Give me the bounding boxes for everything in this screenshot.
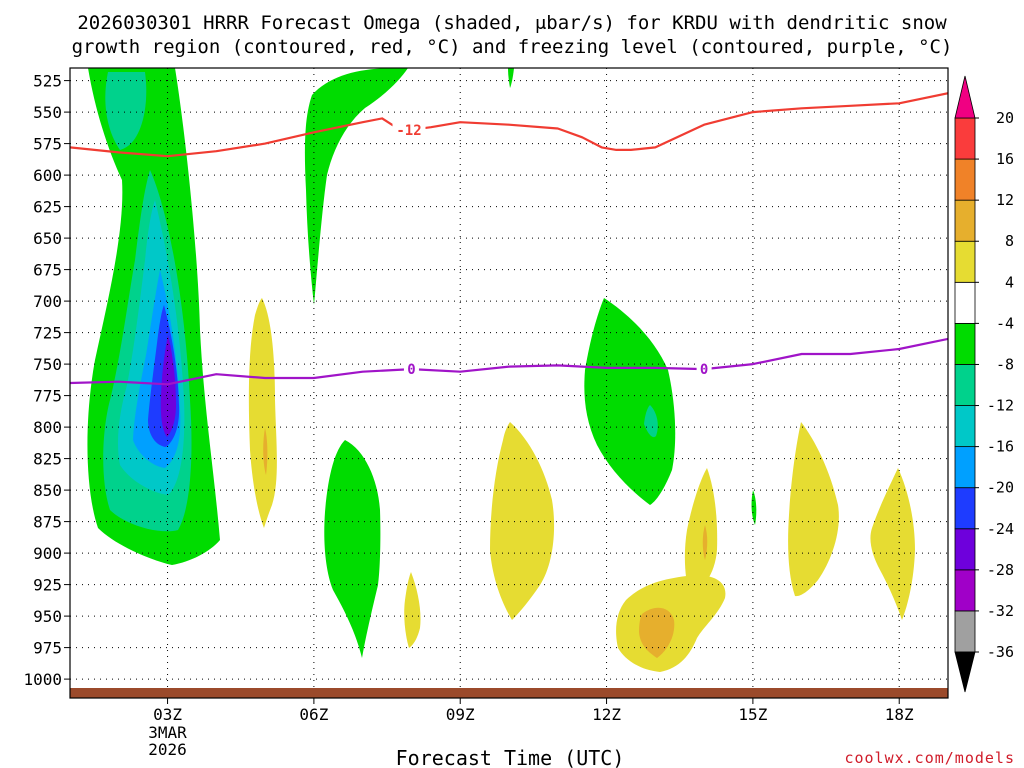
dendritic-growth-contour — [70, 92, 948, 158]
omega-ascent-region-upper-03z — [105, 72, 147, 150]
colorbar-tick-label: -16 — [987, 438, 1014, 456]
omega-subsidence-region-14z-upper — [684, 468, 718, 597]
colorbar-tick-label: 8 — [1005, 232, 1014, 250]
colorbar-tick-label: -36 — [987, 643, 1014, 661]
colorbar-under-arrow — [954, 651, 976, 693]
colorbar-swatch — [954, 405, 976, 448]
dendritic-growth-contour-label: -12 — [396, 123, 421, 139]
y-tick-label: 775 — [33, 387, 62, 406]
omega-subsidence-core-05z — [263, 428, 268, 475]
x-tick-label: 06Z — [299, 705, 328, 724]
x-tick-label: 12Z — [592, 705, 621, 724]
colorbar-swatch — [954, 569, 976, 612]
y-tick-label: 675 — [33, 261, 62, 280]
omega-subsidence-region-16z — [788, 422, 839, 597]
omega-shading — [87, 68, 915, 672]
y-tick-label: 600 — [33, 166, 62, 185]
plot-frame — [69, 67, 949, 699]
freezing-level-contour — [70, 337, 948, 386]
colorbar-tick-label: -32 — [987, 602, 1014, 620]
colorbar-swatch — [954, 117, 976, 160]
x-tick-label: 15Z — [738, 705, 767, 724]
omega-ascent-region-12z — [584, 298, 676, 505]
omega-subsidence-region-10z — [490, 422, 555, 620]
y-tick-label: 650 — [33, 229, 62, 248]
x-axis-label: Forecast Time (UTC) — [396, 746, 625, 768]
colorbar-tick-label: 12 — [996, 191, 1014, 209]
contour-label-background — [696, 361, 712, 378]
colorbar-tick-label: 4 — [1005, 273, 1014, 291]
colorbar-tick-label: -4 — [996, 314, 1014, 332]
x-tick-label: 03Z — [153, 705, 182, 724]
title-line-1: 2026030301 HRRR Forecast Omega (shaded, … — [77, 12, 947, 34]
omega-subsidence-region-05z — [248, 298, 277, 528]
x-date-label: 3MAR — [148, 723, 187, 742]
colorbar-swatch — [954, 281, 976, 324]
colorbar-tick-label: 16 — [996, 150, 1014, 168]
y-tick-label: 550 — [33, 103, 62, 122]
colorbar-tick-label: -28 — [987, 561, 1014, 579]
y-tick-label: 750 — [33, 355, 62, 374]
y-tick-label: 875 — [33, 513, 62, 532]
omega-subsidence-core-13z — [639, 607, 675, 658]
omega-ascent-region-07z — [324, 440, 381, 658]
x-tick-label: 09Z — [446, 705, 475, 724]
colorbar-swatch — [954, 446, 976, 489]
watermark: coolwx.com/models — [844, 749, 1015, 767]
colorbar-swatch — [954, 610, 976, 653]
colorbar-swatch — [954, 364, 976, 406]
omega-ascent-sliver-10z — [508, 68, 514, 88]
contour-lines: -12 0 0 — [70, 92, 948, 386]
contour-label-background — [403, 361, 419, 378]
title-line-2: growth region (contoured, red, °C) and f… — [72, 36, 953, 58]
colorbar-swatch — [954, 322, 976, 365]
y-tick-label: 825 — [33, 450, 62, 469]
contour-label-background — [392, 122, 426, 139]
omega-subsidence-region-08z — [404, 572, 421, 648]
omega-subsidence-core-14z — [702, 525, 708, 560]
colorbar-tick-label: 20 — [996, 109, 1014, 127]
omega-ascent-region-06z — [304, 68, 408, 305]
gridlines — [70, 68, 948, 698]
omega-subsidence-region-18z — [870, 468, 915, 620]
colorbar-tick-label: -24 — [987, 520, 1014, 538]
y-tick-label: 900 — [33, 544, 62, 563]
freezing-level-contour-label: 0 — [407, 362, 415, 378]
y-tick-label: 925 — [33, 576, 62, 595]
y-tick-label: 800 — [33, 418, 62, 437]
y-tick-label: 1000 — [23, 670, 62, 689]
y-tick-label: 975 — [33, 639, 62, 658]
colorbar-tick-label: -8 — [996, 355, 1014, 373]
freezing-level-contour-label: 0 — [700, 362, 708, 378]
y-axis: 525 550 575 600 625 650 675 700 725 750 775 800 825 8… — [23, 72, 70, 689]
y-tick-label: 700 — [33, 292, 62, 311]
y-tick-label: 575 — [33, 135, 62, 154]
y-tick-label: 725 — [33, 324, 62, 343]
ground-terrain — [70, 688, 948, 698]
y-tick-label: 625 — [33, 198, 62, 217]
colorbar-tick-label: -12 — [987, 397, 1014, 415]
omega-ascent-region-12z-teal — [644, 405, 658, 438]
plot-area: -12 0 0 — [69, 67, 949, 699]
colorbar-swatch — [954, 240, 976, 283]
y-tick-label: 850 — [33, 481, 62, 500]
colorbar-over-arrow — [954, 75, 976, 119]
y-tick-label: 525 — [33, 72, 62, 91]
omega-ascent-region-15z — [751, 490, 757, 525]
x-tick-label: 18Z — [885, 705, 914, 724]
colorbar-swatch — [954, 487, 976, 530]
colorbar-swatch — [954, 528, 976, 571]
colorbar: -36 -32 -28 -24 -20 -16 -12 -8 -4 4 8 12 16 20 — [954, 75, 1014, 693]
y-tick-label: 950 — [33, 607, 62, 626]
omega-ascent-region-03z-purple — [160, 335, 176, 437]
colorbar-swatch — [954, 158, 976, 201]
colorbar-tick-label: -20 — [987, 479, 1014, 497]
colorbar-swatch — [954, 199, 976, 242]
x-date-label: 2026 — [148, 740, 187, 759]
